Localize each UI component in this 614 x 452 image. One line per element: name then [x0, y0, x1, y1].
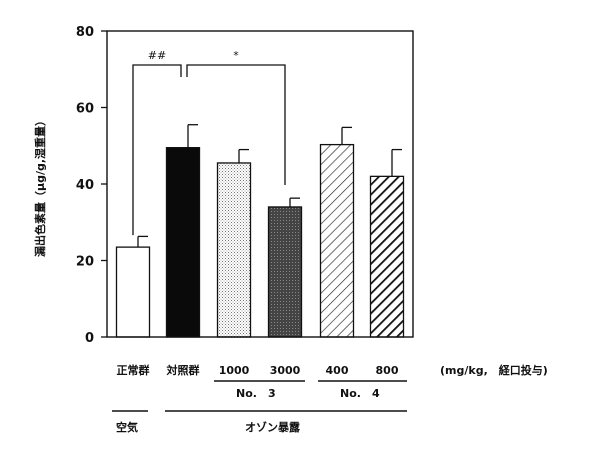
significance-annotations: ## * — [132, 49, 286, 236]
bar-1 — [165, 147, 201, 338]
category-label-2: 1000 — [219, 364, 250, 377]
bar-5 — [369, 175, 405, 338]
bracket-control-vs-3000 — [186, 64, 286, 185]
y-tick-label: 20 — [76, 255, 94, 270]
bar-0 — [115, 246, 151, 338]
category-label-4: 400 — [326, 364, 349, 377]
group-label-no4: No. 4 — [340, 387, 380, 400]
category-label-3: 3000 — [270, 364, 301, 377]
y-tick-label: 0 — [85, 331, 94, 346]
category-label-5: 800 — [376, 364, 399, 377]
exposure-label-air: 空気 — [116, 420, 138, 434]
significance-label-0: ## — [148, 49, 166, 62]
plot-frame — [106, 30, 414, 338]
y-tick-label: 40 — [76, 178, 94, 193]
bar-2 — [216, 162, 252, 338]
bar-3 — [267, 206, 303, 338]
exposure-label-ozone: オゾン暴露 — [245, 420, 301, 434]
y-axis-label: 漏出色素量（μg/g,湿重量） — [33, 115, 47, 257]
bar-4 — [319, 143, 355, 338]
significance-label-1: * — [233, 49, 239, 62]
y-axis: 0 20 40 60 80 — [76, 25, 107, 346]
group-label-no3: No. 3 — [236, 387, 276, 400]
y-tick-label: 80 — [76, 25, 94, 40]
category-labels: 正常群 対照群 1000 3000 400 800 — [117, 363, 399, 377]
bracket-normal-vs-control — [132, 64, 182, 236]
y-tick-label: 60 — [76, 102, 94, 117]
bars — [115, 124, 405, 338]
dose-unit-label: (mg/kg, 経口投与) — [440, 363, 548, 377]
category-label-1: 対照群 — [166, 363, 200, 377]
category-label-0: 正常群 — [117, 363, 150, 377]
